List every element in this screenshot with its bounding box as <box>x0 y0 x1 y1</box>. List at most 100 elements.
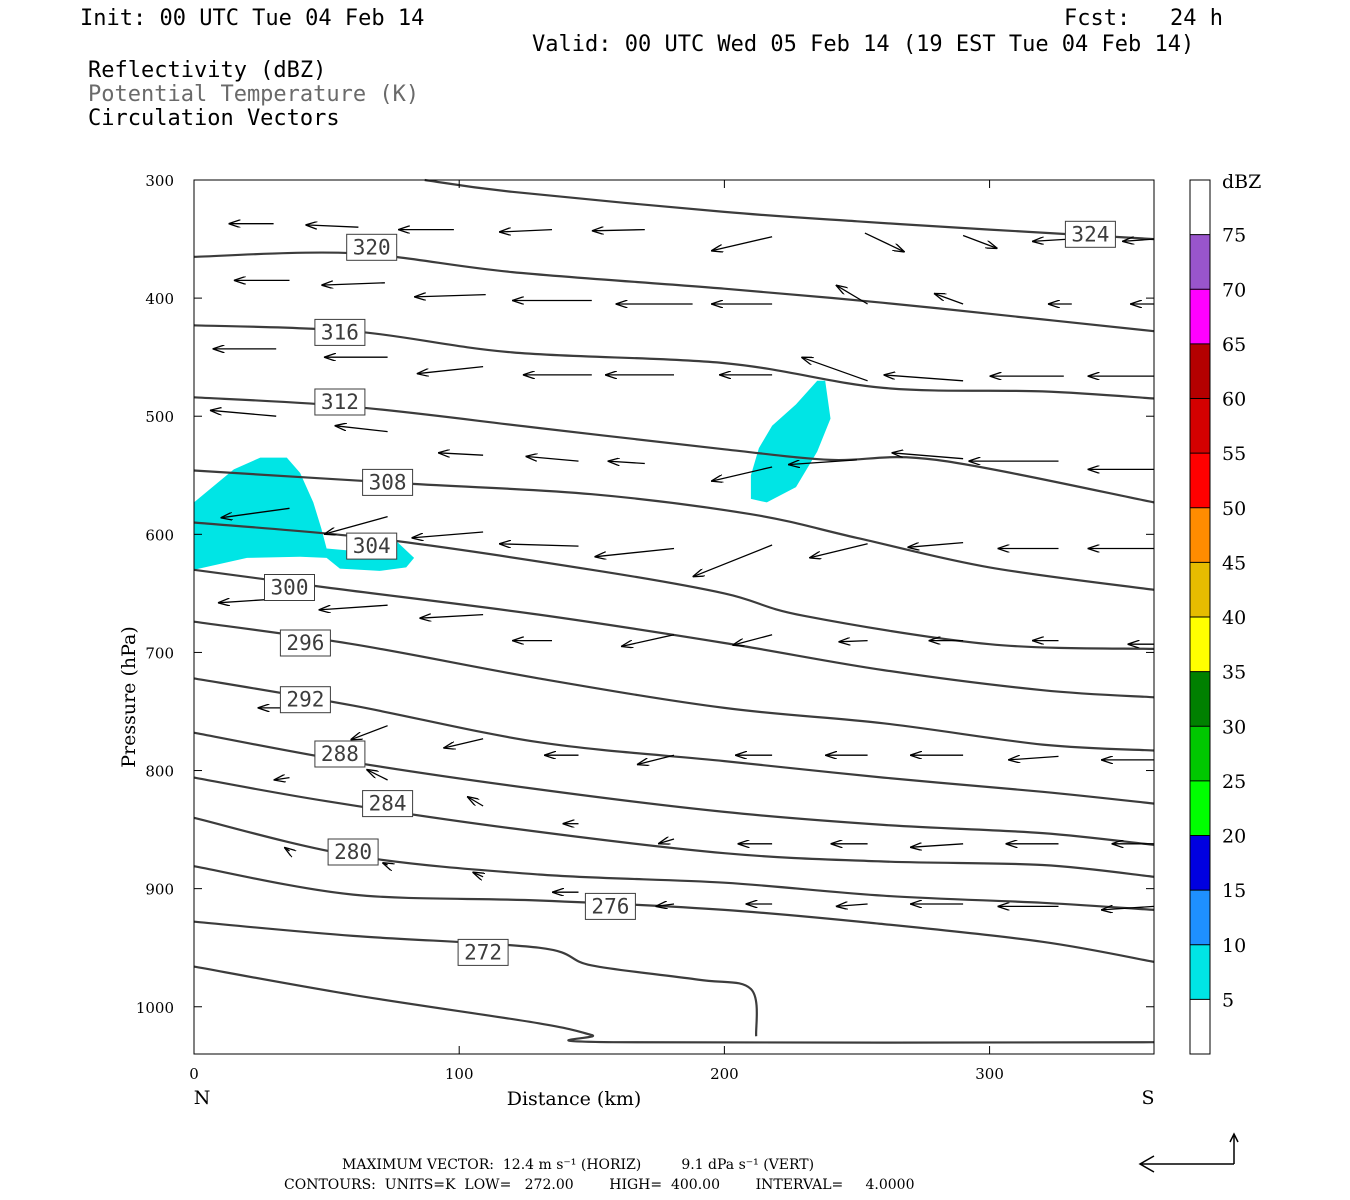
end-label-south: S <box>1141 1087 1154 1109</box>
colorbar-bin <box>1190 507 1210 563</box>
reference-vector-icon <box>1138 1132 1239 1173</box>
circulation-vector <box>473 872 484 877</box>
theta-contour-276 <box>193 865 1155 963</box>
circulation-vector <box>467 797 484 807</box>
contour-label-box <box>314 318 366 346</box>
theta-contour-300 <box>193 568 1155 699</box>
circulation-vector <box>319 604 388 610</box>
circulation-vector <box>221 507 290 518</box>
colorbar-bin <box>1190 944 1210 1000</box>
field-reflectivity: Reflectivity (dBZ) <box>88 58 327 83</box>
theta-contour-284 <box>193 776 1155 878</box>
circulation-vector <box>884 375 964 382</box>
colorbar-bin <box>1190 234 1210 290</box>
y-tick-label: 800 <box>145 763 174 781</box>
field-circulation-vectors: Circulation Vectors <box>88 106 340 131</box>
plot-frame <box>193 179 1155 1055</box>
colorbar-level-label: 70 <box>1222 279 1246 301</box>
circulation-vector <box>438 453 484 455</box>
theta-contour-292 <box>193 677 1155 805</box>
circulation-vector <box>910 844 964 848</box>
colorbar-level-label: 60 <box>1222 389 1246 411</box>
circulation-vector <box>907 541 964 548</box>
contour-label-box <box>362 468 414 496</box>
circulation-vector <box>274 778 290 780</box>
valid-time: Valid: 00 UTC Wed 05 Feb 14 (19 EST Tue … <box>532 32 1195 57</box>
contour-label: 304 <box>353 534 391 558</box>
reflectivity-area-1 <box>750 380 831 503</box>
circulation-vector <box>592 230 645 231</box>
colorbar-level-label: 40 <box>1222 607 1246 629</box>
y-tick-label: 700 <box>145 644 174 662</box>
contour-label: 308 <box>369 470 407 494</box>
colorbar-level-label: 20 <box>1222 826 1246 848</box>
reflectivity-area-0 <box>194 457 415 571</box>
max-vector-note: MAXIMUM VECTOR: 12.4 m s⁻¹ (HORIZ) 9.1 d… <box>342 1157 815 1173</box>
circulation-vector <box>499 544 579 546</box>
colorbar-bin <box>1190 453 1210 508</box>
y-tick-label: 900 <box>145 881 174 899</box>
colorbar-bin <box>1190 890 1210 945</box>
circulation-vector <box>417 365 484 374</box>
circulation-vector <box>210 410 277 417</box>
circulation-vector <box>836 904 868 906</box>
circulation-vector <box>526 456 579 462</box>
colorbar-level-label: 35 <box>1222 662 1246 684</box>
x-tick-label: 100 <box>445 1065 474 1083</box>
contour-label: 276 <box>591 894 629 918</box>
x-tick-label: 0 <box>189 1065 199 1083</box>
circulation-vector <box>962 234 997 249</box>
theta-contour-324 <box>424 178 1155 241</box>
contour-label-box <box>327 838 379 866</box>
colorbar-level-label: 25 <box>1222 771 1246 793</box>
circulation-vector <box>284 847 289 851</box>
contour-label-layer: 324 320 316 312 308 304 300 296 292 288 284 280 276 2… <box>264 220 1116 966</box>
circulation-vector <box>836 285 868 305</box>
circulation-vector <box>809 543 868 558</box>
forecast-hour: Fcst: 24 h <box>1064 6 1223 31</box>
contour-label: 312 <box>321 390 359 414</box>
circulation-vector <box>1032 239 1070 241</box>
circulation-vector <box>414 295 486 297</box>
x-tick-label: 300 <box>975 1065 1004 1083</box>
circulation-vector <box>1008 756 1059 760</box>
circulation-vector <box>838 641 868 642</box>
colorbar-level-label: 50 <box>1222 498 1246 520</box>
y-tick-label: 500 <box>145 408 174 426</box>
circulation-vector <box>658 839 675 844</box>
y-tick-label: 1000 <box>136 999 174 1017</box>
circulation-vector <box>419 615 484 619</box>
contour-label: 296 <box>286 631 324 655</box>
colorbar-bin <box>1190 617 1210 672</box>
y-axis-label: Pressure (hPa) <box>118 626 140 768</box>
colorbar-level-label: 45 <box>1222 552 1246 574</box>
circulation-vector <box>305 225 359 227</box>
x-axis-label: Distance (km) <box>507 1088 642 1110</box>
circulation-vector <box>321 283 385 285</box>
colorbar-level-label: 65 <box>1222 334 1246 356</box>
circulation-vector <box>335 426 388 433</box>
colorbar-bin <box>1190 726 1210 781</box>
colorbar-bin <box>1190 289 1210 344</box>
circulation-vector <box>711 236 773 251</box>
colorbar-level-label: 55 <box>1222 443 1246 465</box>
colorbar-bin <box>1190 780 1210 836</box>
contour-label-box <box>279 629 331 657</box>
contour-label-box <box>346 233 398 261</box>
contour-label-box <box>362 790 414 818</box>
circulation-vector <box>693 544 773 577</box>
axes-layer: 300 400 500 600 700 800 900 1000 0 100 200 300 Dista… <box>118 172 1155 1110</box>
colorbar-bin <box>1190 562 1210 618</box>
colorbar-level-label: 75 <box>1222 225 1246 247</box>
circulation-vector <box>351 725 388 740</box>
contour-label-box <box>346 532 398 560</box>
theta-contour-272 <box>193 920 758 1037</box>
circulation-vector <box>788 459 858 465</box>
circulation-vector <box>655 904 675 906</box>
circulation-vector <box>637 754 675 764</box>
theta-contour-304 <box>193 521 1155 650</box>
contour-label-box <box>584 892 636 920</box>
colorbar-level-label: 30 <box>1222 716 1246 738</box>
field-potential-temperature: Potential Temperature (K) <box>88 82 420 107</box>
contour-info-note: CONTOURS: UNITS=K LOW= 272.00 HIGH= 400.… <box>284 1177 915 1193</box>
